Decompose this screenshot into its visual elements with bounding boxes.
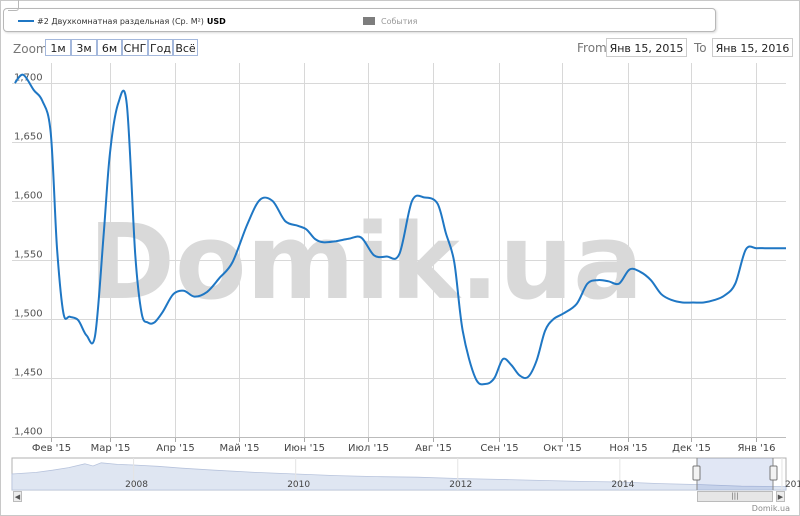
- navigator[interactable]: 2008 2010 2012 2014 2016: [11, 457, 800, 491]
- x-tick-label: Ноя '15: [609, 443, 647, 454]
- to-date-input[interactable]: Янв 15, 2016: [712, 38, 793, 57]
- series-line[interactable]: [14, 73, 786, 386]
- zoom-ytd-button[interactable]: СНГ: [122, 39, 148, 56]
- navigator-axis-labels: 2008 2010 2012 2014 2016: [125, 458, 800, 490]
- legend-events-label: События: [381, 16, 418, 26]
- x-tick-label: Мар '15: [91, 443, 131, 454]
- from-date-input[interactable]: Янв 15, 2015: [606, 38, 687, 57]
- x-axis-labels: Фев '15 Мар '15 Апр '15 Май '15 Июн '15 Июл '…: [32, 443, 776, 454]
- x-tick-label: Янв '16: [737, 443, 775, 454]
- series-swatch: [18, 20, 34, 22]
- y-tick-label: 1,650: [14, 132, 43, 143]
- zoom-6m-button[interactable]: 6м: [97, 39, 122, 56]
- y-tick-label: 1,600: [14, 191, 43, 202]
- x-tick-label: Апр '15: [156, 443, 194, 454]
- navigator-tick-label: 2008: [125, 480, 148, 490]
- y-tick-label: 1,500: [14, 309, 43, 320]
- navigator-tick-label: 2016: [785, 480, 800, 490]
- navigator-left-handle[interactable]: [692, 465, 701, 481]
- navigator-right-handle[interactable]: [769, 465, 778, 481]
- x-tick-label: Июн '15: [284, 443, 325, 454]
- scrollbar-thumb[interactable]: |||: [697, 491, 773, 502]
- navigator-tick-label: 2012: [449, 480, 472, 490]
- navigator-tick-label: 2010: [287, 480, 310, 490]
- legend-series-unit: USD: [206, 16, 226, 26]
- brand-credit: Domik.ua: [751, 504, 790, 513]
- from-label: From: [577, 41, 607, 55]
- watermark: Domik.ua: [89, 201, 644, 323]
- y-tick-label: 1,400: [14, 427, 43, 438]
- y-tick-label: 1,450: [14, 368, 43, 379]
- y-tick-label: 1,550: [14, 250, 43, 261]
- zoom-all-button[interactable]: Всё: [173, 39, 198, 56]
- x-tick-label: Дек '15: [672, 443, 711, 454]
- x-gridlines: [51, 63, 757, 442]
- to-label: To: [694, 41, 707, 55]
- x-tick-label: Авг '15: [415, 443, 452, 454]
- x-tick-label: Июл '15: [348, 443, 389, 454]
- events-swatch: [363, 17, 375, 25]
- zoom-label: Zoom: [13, 42, 48, 56]
- legend-item-events[interactable]: События: [363, 14, 417, 28]
- legend-item-series[interactable]: #2 Двухкомнатная раздельная (Ср. М²) USD: [18, 14, 226, 28]
- zoom-3m-button[interactable]: 3м: [71, 39, 97, 56]
- navigator-tick-label: 2014: [611, 480, 634, 490]
- zoom-1m-button[interactable]: 1м: [45, 39, 71, 56]
- navigator-selection[interactable]: [697, 458, 773, 490]
- y-axis-labels: 1,400 1,450 1,500 1,550 1,600 1,650 1,700: [14, 73, 43, 438]
- legend: #2 Двухкомнатная раздельная (Ср. М²) USD…: [3, 0, 716, 32]
- scroll-right-arrow[interactable]: ▶: [776, 491, 785, 502]
- x-tick-label: Фев '15: [32, 443, 71, 454]
- x-tick-label: Сен '15: [480, 443, 518, 454]
- legend-series-label: #2 Двухкомнатная раздельная (Ср. М²): [37, 16, 204, 26]
- x-tick-label: Май '15: [220, 443, 260, 454]
- zoom-year-button[interactable]: Год: [148, 39, 173, 56]
- y-tick-label: 1,700: [14, 73, 43, 84]
- scroll-left-arrow[interactable]: ◀: [13, 491, 22, 502]
- legend-corner: [8, 0, 19, 11]
- x-tick-label: Окт '15: [543, 443, 581, 454]
